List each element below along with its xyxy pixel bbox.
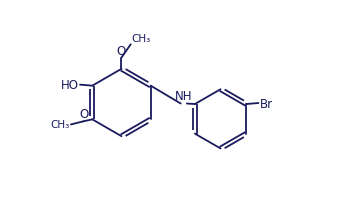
Text: HO: HO [61, 79, 79, 92]
Text: CH₃: CH₃ [50, 119, 70, 129]
Text: CH₃: CH₃ [132, 34, 151, 44]
Text: O: O [116, 44, 125, 57]
Text: NH: NH [175, 89, 193, 102]
Text: Br: Br [260, 97, 273, 110]
Text: O: O [79, 108, 88, 121]
